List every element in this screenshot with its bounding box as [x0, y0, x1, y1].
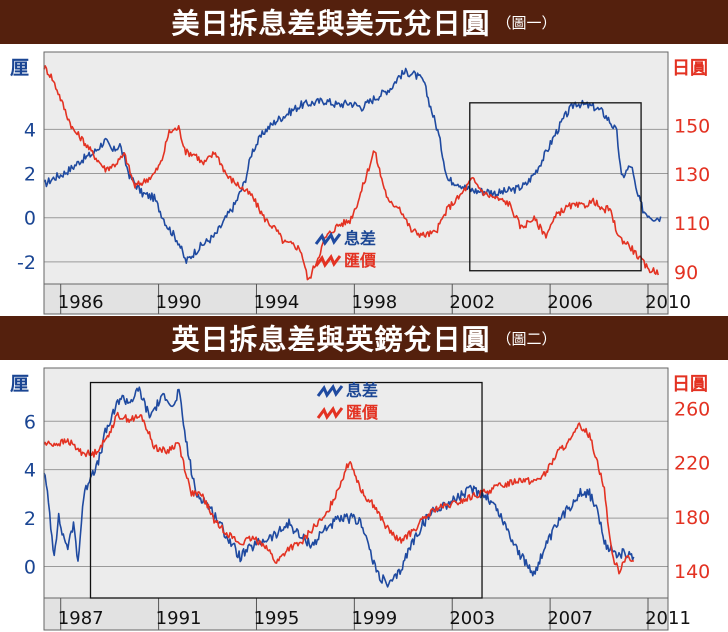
chart1-y-left-tick-label: 4: [24, 119, 36, 141]
chart1-y-right-tick-label: 110: [674, 213, 710, 235]
chart1-y-left-unit: 厘: [10, 57, 29, 79]
chart2-series-line-rate: [43, 411, 635, 575]
chart1-legend-label-rate: 匯價: [344, 251, 377, 270]
chart1-y-right-tick-label: 90: [674, 262, 698, 284]
chart2-y-left-tick-label: 2: [24, 508, 36, 530]
chart2-x-tick-label: 1999: [351, 608, 397, 629]
chart1-y-left-tick-label: 0: [24, 208, 36, 230]
chart2-y-right-tick-label: 220: [674, 453, 710, 475]
chart2-series-line-spread: [43, 386, 635, 588]
chart2-plot: 1987 1991 1995 1999 2003 2007 2011642026022018…: [10, 367, 710, 631]
chart1-plot-frame: [43, 51, 669, 315]
chart1-legend-marker-spread: [314, 232, 342, 246]
chart1-legend-marker-rate: [314, 254, 342, 268]
chart1-y-right-unit: 日圓: [672, 58, 708, 79]
chart1-title-banner: 美日拆息差與美元兌日圓 （圖一）: [0, 0, 728, 44]
chart2-plot-frame: [43, 367, 669, 631]
chart1-x-tick-label: 1986: [58, 292, 104, 313]
chart2-x-tick-label: 2007: [547, 608, 593, 629]
chart2-x-tick-label: 1995: [254, 608, 300, 629]
chart1-y-right-tick-label: 130: [674, 164, 710, 186]
chart1-series-line-spread: [43, 67, 662, 264]
chart2-legend-marker-spread: [316, 384, 344, 398]
chart1-title: 美日拆息差與美元兌日圓: [171, 7, 491, 40]
chart1-plot-area: [44, 52, 668, 284]
chart1-highlight-box: [469, 102, 642, 272]
chart2-title: 英日拆息差與英鎊兌日圓: [171, 323, 491, 356]
chart1-plot: 1986 1990 1994 1998 2002 2006 2010420-21501301…: [10, 51, 710, 315]
chart2-x-tick-label: 2003: [449, 608, 495, 629]
chart1-x-tick-label: 1990: [156, 292, 202, 313]
chart2-highlight-box: [89, 381, 483, 599]
chart2-x-axis-band: [44, 598, 668, 630]
chart2-y-right-unit: 日圓: [672, 374, 708, 395]
chart2-legend-label-spread: 息差: [346, 381, 378, 400]
chart1-x-axis-band: [44, 284, 668, 314]
chart2-legend-label-rate: 匯價: [346, 403, 379, 422]
chart2-y-right-tick-label: 180: [674, 507, 710, 529]
chart1-y-right-tick-label: 150: [674, 115, 710, 137]
chart1-x-tick-label: 1994: [254, 292, 300, 313]
chart2-subtitle: （圖二）: [496, 329, 557, 348]
chart2-y-left-tick-label: 6: [24, 411, 36, 433]
chart1-x-tick-label: 2006: [547, 292, 593, 313]
chart2-y-left-unit: 厘: [10, 373, 29, 395]
chart2-x-tick-label: 1991: [156, 608, 202, 629]
chart1-x-tick-label: 1998: [351, 292, 397, 313]
chart2-legend-marker-rate: [316, 406, 344, 420]
chart1-y-left-tick-label: 2: [24, 164, 36, 186]
chart2-y-right-tick-label: 260: [674, 399, 710, 421]
chart1-y-left-tick-label: -2: [17, 252, 36, 274]
chart2-x-tick-label: 1987: [58, 608, 104, 629]
chart2-title-banner: 英日拆息差與英鎊兌日圓 （圖二）: [0, 316, 728, 360]
chart2-y-right-tick-label: 140: [674, 561, 710, 583]
chart2-y-left-tick-label: 4: [24, 460, 36, 482]
chart2-y-left-tick-label: 0: [24, 557, 36, 579]
chart1-subtitle: （圖一）: [496, 13, 557, 32]
chart2-plot-area: [44, 368, 668, 598]
chart1-x-tick-label: 2002: [449, 292, 495, 313]
chart1-legend-label-spread: 息差: [344, 229, 376, 248]
chart1-series-line-rate: [43, 65, 659, 281]
